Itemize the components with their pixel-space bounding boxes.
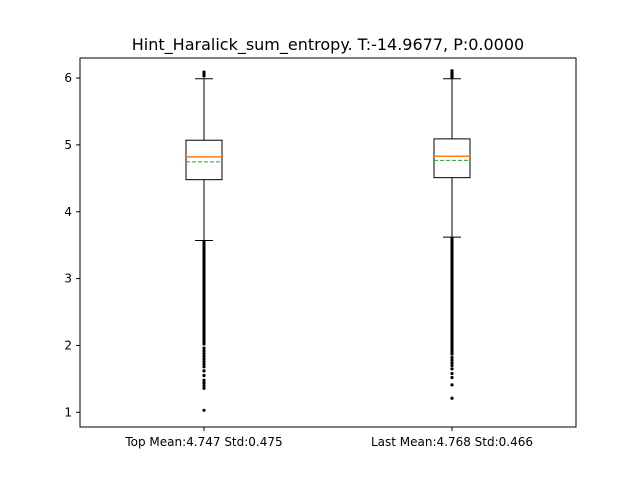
chart-title: Hint_Haralick_sum_entropy. T:-14.9677, P…: [132, 35, 524, 55]
y-tick-label: 1: [64, 405, 72, 419]
outlier-point: [202, 70, 206, 74]
outlier-point: [202, 357, 206, 361]
y-tick-label: 6: [64, 71, 72, 85]
outlier-point: [202, 365, 206, 369]
outlier-point: [450, 375, 454, 380]
outlier-point: [450, 383, 454, 387]
y-tick-label: 2: [64, 338, 72, 352]
y-tick-label: 4: [64, 205, 72, 219]
iqr-box: [433, 138, 471, 179]
outlier-point: [202, 378, 206, 382]
outlier-point: [450, 358, 454, 362]
y-tick-label: 3: [64, 272, 72, 286]
outlier-point: [202, 349, 206, 353]
plot-area: 1 2 3 4 5 6 Top Mean:4.747 Std:0.475 Last Mean:…: [64, 69, 533, 449]
outlier-point: [202, 369, 206, 373]
outlier-point: [202, 408, 206, 412]
outlier-point: [202, 346, 206, 350]
outlier-point: [202, 383, 206, 388]
plot-frame: [79, 57, 577, 428]
iqr-box: [185, 139, 223, 181]
outlier-point: [202, 354, 206, 358]
flier-cluster: [202, 240, 206, 346]
outlier-point: [450, 69, 454, 73]
outlier-point: [450, 363, 454, 368]
outlier-point: [450, 396, 454, 400]
outlier-point: [450, 355, 454, 360]
x-tick-label: Last Mean:4.768 Std:0.466: [371, 435, 533, 449]
outlier-point: [202, 359, 206, 364]
outlier-point: [202, 373, 206, 378]
outlier-point: [202, 351, 206, 356]
outlier-point: [450, 361, 454, 365]
flier-cluster: [450, 237, 454, 356]
outlier-point: [202, 362, 206, 366]
x-tick-label: Top Mean:4.747 Std:0.475: [124, 435, 282, 449]
outlier-point: [202, 381, 206, 385]
outlier-point: [450, 371, 454, 376]
outlier-point: [450, 367, 454, 371]
y-tick-label: 5: [64, 138, 72, 152]
outlier-point: [202, 386, 206, 390]
